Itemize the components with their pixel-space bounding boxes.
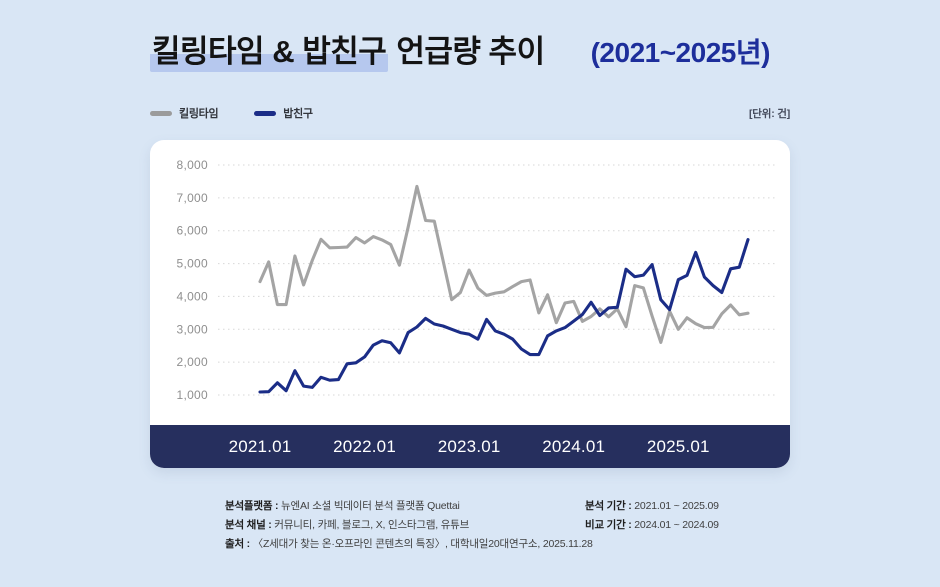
legend-label-killingtime: 킬링타임 [179, 108, 219, 120]
line-chart: 8,000 7,000 6,000 5,000 4,000 3,000 2,000 1,000 [176, 158, 778, 402]
x-axis-tick: 2023.01 [437, 436, 501, 456]
footer-compare-period-line: 비교 기간 : 2024.01 ~ 2024.09 [585, 516, 805, 535]
y-axis-tick: 7,000 [176, 191, 208, 205]
chart-card: 8,000 7,000 6,000 5,000 4,000 3,000 2,000 1,000… [150, 140, 790, 468]
y-axis-tick: 6,000 [176, 224, 208, 238]
footer-source-text: 〈Z세대가 찾는 온·오프라인 콘텐츠의 특징〉, 대학내일20대연구소, 20… [252, 538, 593, 550]
footer-source-line: 출처 : 〈Z세대가 찾는 온·오프라인 콘텐츠의 특징〉, 대학내일20대연구… [225, 535, 595, 554]
page-title: 킬링타임 & 밥친구 언급량 추이 (2021~2025년) [150, 30, 850, 74]
y-axis-tick: 1,000 [176, 388, 208, 402]
footer-source-info: 분석플랫폼 : 뉴엔AI 소셜 빅데이터 분석 플랫폼 Quettai 분석 채… [225, 497, 595, 554]
x-axis-tick: 2025.01 [646, 436, 710, 456]
footer-analysis-period-text: 2021.01 ~ 2025.09 [634, 500, 719, 512]
title-period: (2021~2025년) [590, 37, 771, 68]
footer-platform-text: 뉴엔AI 소셜 빅데이터 분석 플랫폼 Quettai [281, 500, 460, 512]
killingtime-line [258, 184, 750, 344]
y-axis-tick: 2,000 [176, 355, 208, 369]
x-axis-tick: 2024.01 [542, 436, 606, 456]
footer-channel-label: 분석 채널 : [225, 519, 272, 531]
title-highlighted-text: 킬링타임 & 밥친구 [150, 34, 389, 72]
y-axis-tick: 4,000 [176, 289, 208, 303]
bapchingu-line-swatch [254, 110, 277, 116]
legend-label-bapchingu: 밥친구 [283, 108, 313, 120]
footer-platform-line: 분석플랫폼 : 뉴엔AI 소셜 빅데이터 분석 플랫폼 Quettai [225, 497, 595, 516]
x-axis-tick: 2021.01 [228, 436, 292, 456]
y-axis-tick: 3,000 [176, 322, 208, 336]
y-axis-tick: 5,000 [176, 257, 208, 271]
footer-source-label: 출처 : [225, 538, 250, 550]
footer-analysis-period-label: 분석 기간 : [585, 500, 632, 512]
footer-channel-line: 분석 채널 : 커뮤니티, 카페, 블로그, X, 인스타그램, 유튜브 [225, 516, 595, 535]
y-axis-tick: 8,000 [176, 158, 208, 172]
legend-item-bapchingu: 밥친구 [254, 105, 313, 121]
footer-platform-label: 분석플랫폼 : [225, 500, 279, 512]
bapchingu-line [258, 238, 750, 394]
legend: 킬링타임 밥친구 [단위: 건] [150, 103, 790, 123]
footer-compare-period-text: 2024.01 ~ 2024.09 [634, 519, 719, 531]
footer-analysis-period-line: 분석 기간 : 2021.01 ~ 2025.09 [585, 497, 805, 516]
legend-item-killingtime: 킬링타임 [150, 105, 219, 121]
title-rest-text: 언급량 추이 [388, 34, 545, 69]
unit-note: [단위: 건] [749, 107, 790, 120]
x-axis-band: 2021.01 2022.01 2023.01 2024.01 2025.01 [150, 425, 790, 468]
footer-channel-text: 커뮤니티, 카페, 블로그, X, 인스타그램, 유튜브 [274, 519, 470, 531]
killingtime-line-swatch [150, 110, 172, 116]
footer-period-info: 분석 기간 : 2021.01 ~ 2025.09 비교 기간 : 2024.0… [585, 497, 805, 535]
x-axis-tick: 2022.01 [333, 436, 396, 456]
footer-compare-period-label: 비교 기간 : [585, 519, 632, 531]
